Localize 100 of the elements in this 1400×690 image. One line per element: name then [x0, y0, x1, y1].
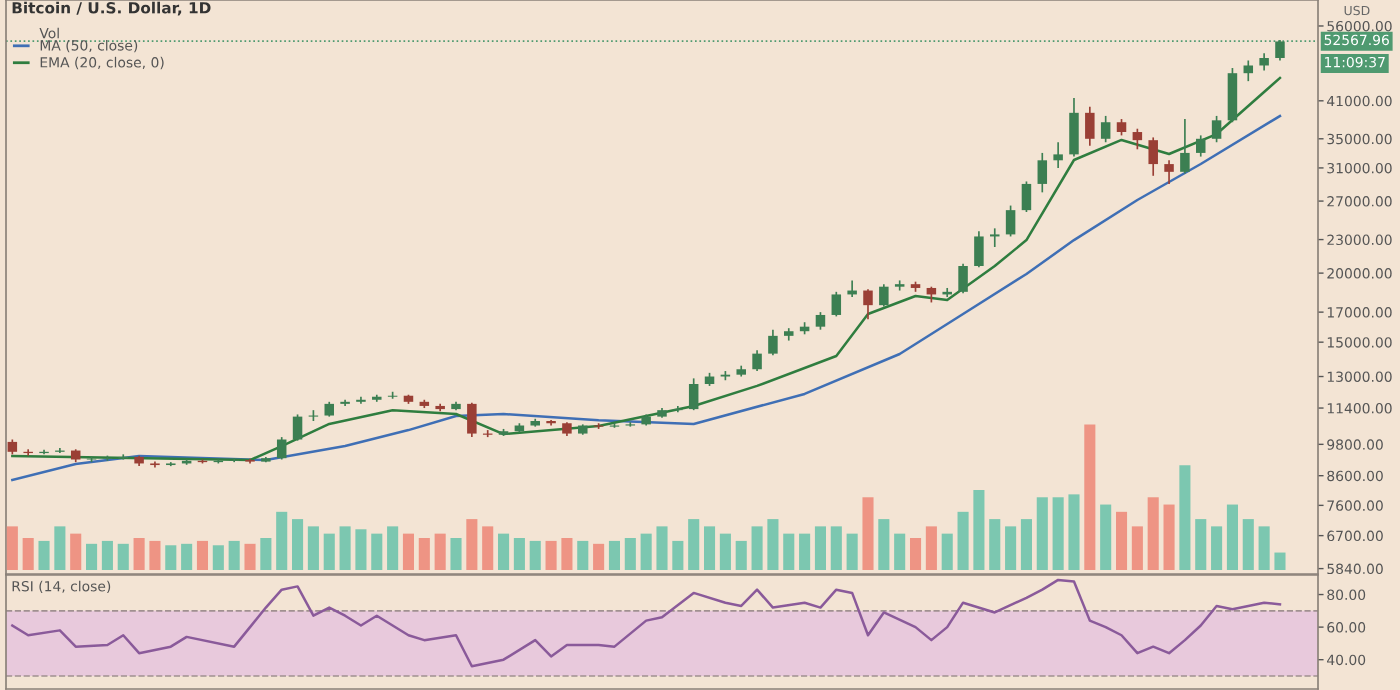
- bar: [54, 526, 66, 570]
- candlestick: [1227, 67, 1238, 124]
- bar: [450, 538, 462, 570]
- bar: [783, 533, 795, 570]
- bar: [624, 538, 636, 570]
- candlestick: [688, 377, 699, 411]
- bar: [292, 519, 304, 570]
- bar: [925, 526, 937, 570]
- candlestick: [879, 283, 889, 308]
- bar: [608, 540, 621, 570]
- bar: [165, 545, 177, 570]
- bar: [1115, 511, 1128, 570]
- bar: [1068, 494, 1080, 570]
- bar: [323, 533, 335, 570]
- candlestick: [1211, 115, 1222, 144]
- line-series: [11, 578, 1282, 668]
- bar: [909, 538, 922, 570]
- bar: [1258, 526, 1270, 570]
- bar: [1163, 504, 1175, 570]
- bar: [70, 533, 82, 570]
- bar: [371, 533, 383, 570]
- bar: [101, 540, 113, 570]
- bar: [862, 497, 874, 570]
- bar: [1005, 526, 1017, 570]
- bar: [1036, 497, 1048, 570]
- bar: [1211, 526, 1223, 570]
- candlestick: [1180, 118, 1190, 175]
- bar: [830, 526, 842, 570]
- bar: [402, 533, 415, 570]
- bar: [941, 533, 953, 570]
- candlestick: [292, 413, 303, 442]
- bar: [561, 538, 573, 570]
- bar: [545, 540, 557, 570]
- bar: [244, 543, 256, 570]
- bar: [86, 543, 98, 570]
- bar: [767, 519, 779, 570]
- bar: [1131, 526, 1143, 570]
- candlestick: [1164, 159, 1174, 185]
- bar: [1084, 424, 1096, 570]
- candlestick: [1275, 39, 1285, 62]
- candlestick: [467, 402, 477, 438]
- bar: [751, 526, 763, 570]
- candlestick: [276, 436, 287, 461]
- bar: [482, 526, 494, 570]
- bar: [957, 511, 969, 570]
- bar: [1147, 497, 1159, 570]
- bar: [6, 526, 18, 570]
- candlestick: [1195, 134, 1206, 158]
- candlestick: [1005, 204, 1016, 238]
- bar: [577, 540, 589, 570]
- bar: [276, 511, 288, 570]
- bar: [640, 533, 652, 570]
- bar: [387, 526, 399, 570]
- bar: [133, 538, 145, 570]
- bar: [1020, 519, 1032, 570]
- candlestick: [894, 279, 905, 292]
- bar: [22, 538, 34, 570]
- bar: [418, 538, 430, 570]
- candlestick: [958, 262, 968, 294]
- bar: [703, 526, 716, 570]
- bar: [117, 543, 129, 570]
- candlestick: [1021, 180, 1032, 213]
- candlestick: [831, 290, 842, 318]
- bar: [355, 529, 367, 570]
- candlestick: [1243, 59, 1254, 82]
- candlestick: [1069, 97, 1079, 158]
- bar: [799, 533, 811, 570]
- bar: [228, 540, 240, 570]
- candlestick: [1132, 127, 1143, 151]
- bar: [656, 526, 668, 570]
- candlestick: [974, 230, 984, 269]
- bar: [878, 519, 890, 570]
- bar: [989, 519, 1001, 570]
- bar: [212, 545, 224, 570]
- candlestick: [1037, 152, 1048, 194]
- candlestick: [673, 405, 683, 414]
- bar: [735, 540, 747, 570]
- bar: [719, 533, 731, 570]
- bar: [973, 490, 985, 570]
- bar: [672, 540, 684, 570]
- bar: [529, 540, 541, 570]
- bar: [434, 533, 446, 570]
- bar: [1274, 552, 1286, 570]
- candlestick: [863, 288, 873, 321]
- bar: [846, 533, 858, 570]
- candlestick: [1148, 136, 1158, 177]
- bar: [196, 540, 209, 570]
- bar: [894, 533, 906, 570]
- candlestick: [768, 328, 778, 357]
- bar: [498, 533, 510, 570]
- bar: [814, 526, 826, 570]
- candlestick: [1085, 105, 1095, 147]
- bar: [38, 540, 50, 570]
- bar: [688, 519, 700, 570]
- bar: [513, 538, 525, 570]
- bar: [181, 543, 193, 570]
- bar: [1226, 504, 1238, 570]
- bar: [1195, 519, 1207, 570]
- candlestick: [990, 227, 1000, 248]
- bar: [149, 540, 161, 570]
